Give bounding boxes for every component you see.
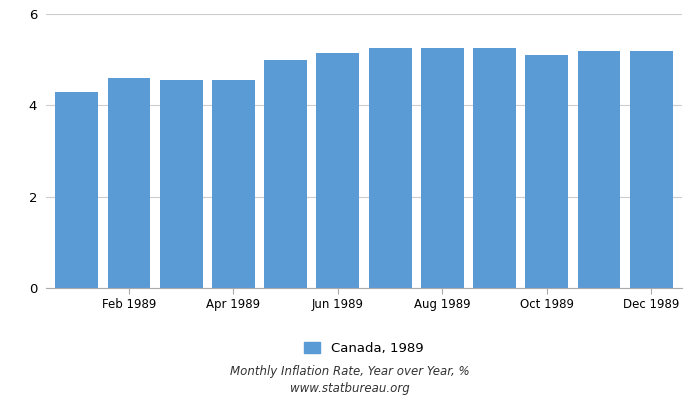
Bar [630,50,673,288]
Bar [369,48,412,288]
Bar [160,80,203,288]
Text: Monthly Inflation Rate, Year over Year, %: Monthly Inflation Rate, Year over Year, … [230,365,470,378]
Bar [316,53,359,288]
Bar [212,80,255,288]
Legend: Canada, 1989: Canada, 1989 [300,338,428,359]
Bar [473,48,516,288]
Bar [421,48,463,288]
Bar [108,78,150,288]
Text: www.statbureau.org: www.statbureau.org [290,382,410,395]
Bar [265,60,307,288]
Bar [55,92,98,288]
Bar [525,55,568,288]
Bar [578,50,620,288]
